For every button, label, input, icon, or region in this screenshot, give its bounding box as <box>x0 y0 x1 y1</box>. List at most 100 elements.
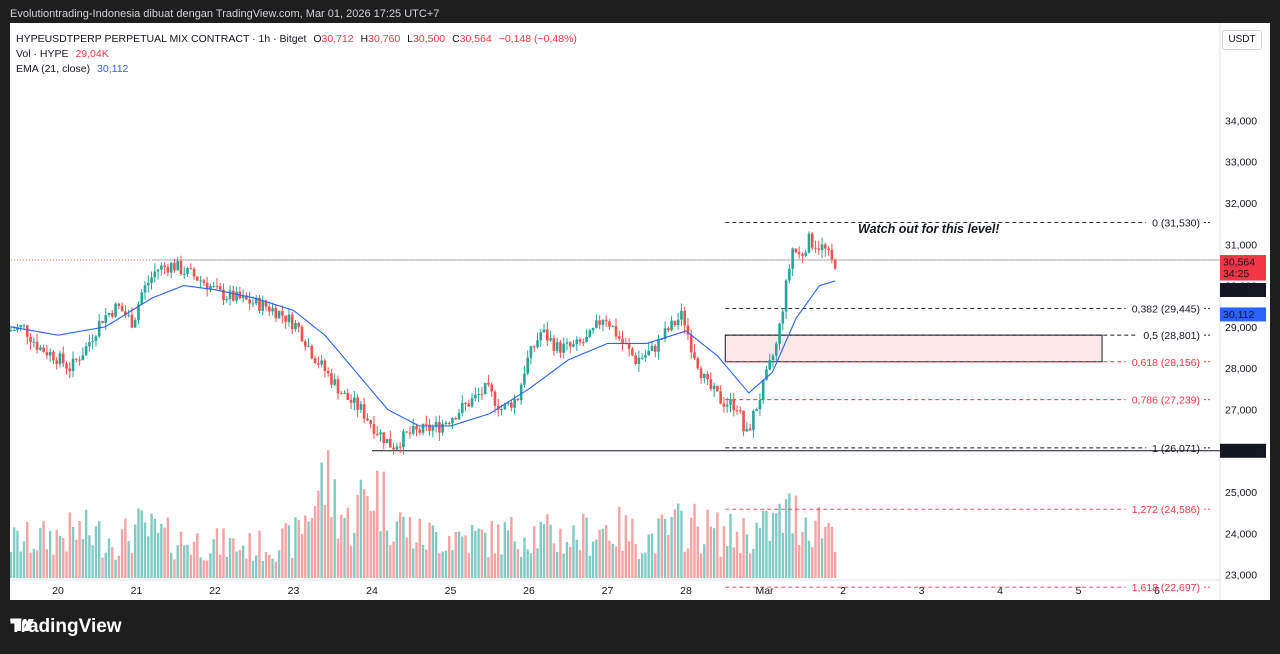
candle-body[interactable] <box>490 384 494 392</box>
candle-body[interactable] <box>565 342 569 344</box>
candle-body[interactable] <box>114 303 117 317</box>
candle-body[interactable] <box>689 334 693 353</box>
candle-body[interactable] <box>706 373 709 380</box>
candle-body[interactable] <box>421 423 425 433</box>
candle-body[interactable] <box>137 304 140 321</box>
candle-body[interactable] <box>35 341 39 350</box>
candle-body[interactable] <box>719 391 722 404</box>
candle-body[interactable] <box>65 363 68 369</box>
candle-body[interactable] <box>500 409 503 411</box>
candle-body[interactable] <box>19 325 23 328</box>
candle-body[interactable] <box>817 248 821 250</box>
candle-body[interactable] <box>519 384 523 401</box>
candle-body[interactable] <box>29 336 32 342</box>
candle-body[interactable] <box>277 311 281 319</box>
candle-body[interactable] <box>447 422 451 424</box>
candle-body[interactable] <box>807 233 811 253</box>
candle-body[interactable] <box>326 370 330 374</box>
candle-body[interactable] <box>290 314 294 330</box>
candle-body[interactable] <box>761 380 765 401</box>
ema-price-badge[interactable] <box>1220 307 1266 322</box>
candle-body[interactable] <box>88 342 91 347</box>
candle-body[interactable] <box>598 320 601 325</box>
chart-frame[interactable]: HYPEUSDTPERP PERPETUAL MIX CONTRACT · 1h… <box>10 23 1270 600</box>
candle-body[interactable] <box>820 244 824 250</box>
candle-body[interactable] <box>75 358 78 360</box>
candle-body[interactable] <box>71 358 75 372</box>
candle-body[interactable] <box>156 269 160 272</box>
candle-body[interactable] <box>627 343 631 349</box>
candle-body[interactable] <box>287 314 291 322</box>
candle-body[interactable] <box>258 297 261 311</box>
candle-body[interactable] <box>660 338 664 340</box>
candle-body[interactable] <box>284 315 287 322</box>
candle-body[interactable] <box>323 360 327 371</box>
candle-body[interactable] <box>663 328 667 339</box>
candle-body[interactable] <box>827 248 830 251</box>
candle-body[interactable] <box>621 338 624 344</box>
candle-body[interactable] <box>608 321 611 327</box>
candle-body[interactable] <box>539 332 543 341</box>
candle-body[interactable] <box>693 352 696 359</box>
candle-body[interactable] <box>166 266 170 273</box>
ema-line[interactable] <box>10 280 836 427</box>
candle-body[interactable] <box>94 336 98 341</box>
candle-body[interactable] <box>748 428 752 431</box>
candle-body[interactable] <box>791 248 794 269</box>
candle-body[interactable] <box>58 353 62 364</box>
candle-body[interactable] <box>274 308 278 319</box>
candle-body[interactable] <box>830 250 834 260</box>
candle-body[interactable] <box>552 338 556 351</box>
candle-body[interactable] <box>205 282 209 290</box>
candle-body[interactable] <box>169 262 173 273</box>
candle-body[interactable] <box>614 326 618 337</box>
candle-body[interactable] <box>444 422 448 424</box>
candle-body[interactable] <box>330 373 333 385</box>
candle-body[interactable] <box>784 280 788 312</box>
candle-body[interactable] <box>313 358 317 364</box>
candle-body[interactable] <box>97 321 101 337</box>
candle-body[interactable] <box>385 438 389 444</box>
candle-body[interactable] <box>16 327 19 331</box>
candle-body[interactable] <box>667 328 670 331</box>
candle-body[interactable] <box>640 357 644 359</box>
candle-body[interactable] <box>699 368 703 379</box>
candle-body[interactable] <box>631 348 634 356</box>
candle-body[interactable] <box>738 410 742 412</box>
candle-body[interactable] <box>542 329 546 333</box>
candle-body[interactable] <box>297 322 301 327</box>
candle-body[interactable] <box>163 265 166 267</box>
candle-body[interactable] <box>45 352 49 356</box>
candle-body[interactable] <box>523 373 526 385</box>
candle-body[interactable] <box>591 327 595 331</box>
candle-body[interactable] <box>196 276 199 281</box>
candle-body[interactable] <box>199 280 202 282</box>
candle-body[interactable] <box>686 325 690 335</box>
candle-body[interactable] <box>516 398 520 401</box>
candle-body[interactable] <box>55 360 58 364</box>
candle-body[interactable] <box>107 313 111 316</box>
candle-body[interactable] <box>110 313 114 317</box>
candle-body[interactable] <box>755 409 758 412</box>
symbol-name[interactable]: HYPEUSDTPERP PERPETUAL MIX CONTRACT · 1h… <box>16 33 307 45</box>
candle-body[interactable] <box>778 323 781 344</box>
candle-body[interactable] <box>336 379 340 394</box>
candle-body[interactable] <box>78 359 81 361</box>
candle-body[interactable] <box>680 310 683 320</box>
candle-body[interactable] <box>241 295 245 299</box>
candle-body[interactable] <box>732 399 736 411</box>
candle-body[interactable] <box>61 353 65 364</box>
candle-body[interactable] <box>150 277 153 284</box>
candle-body[interactable] <box>215 285 219 287</box>
candle-body[interactable] <box>581 341 585 343</box>
candle-body[interactable] <box>562 343 565 353</box>
candle-body[interactable] <box>424 423 428 425</box>
candle-body[interactable] <box>225 298 229 301</box>
candle-body[interactable] <box>454 418 458 420</box>
candle-body[interactable] <box>604 319 608 322</box>
candle-body[interactable] <box>127 314 130 316</box>
candle-body[interactable] <box>434 422 438 427</box>
candle-body[interactable] <box>359 404 363 410</box>
candle-body[interactable] <box>310 345 314 359</box>
candle-body[interactable] <box>408 432 412 434</box>
